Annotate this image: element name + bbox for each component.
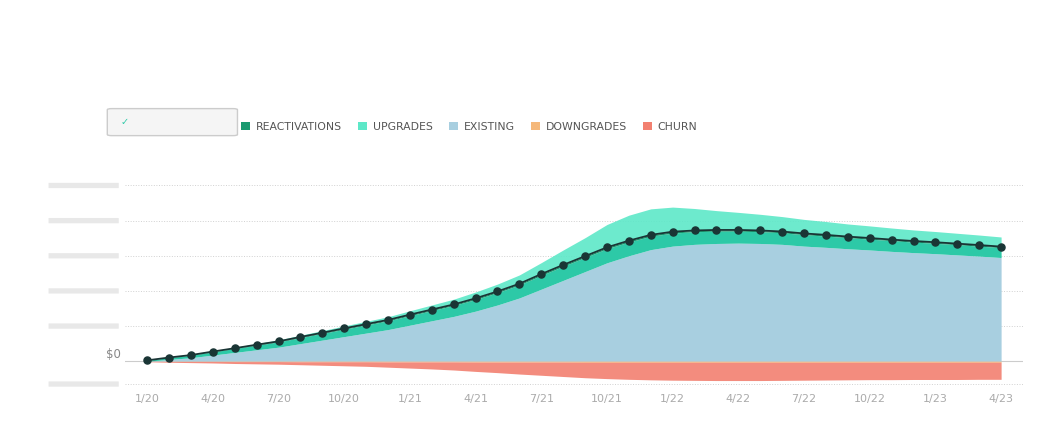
Point	[204, 348, 221, 355]
Text: 7/20: 7/20	[266, 394, 291, 404]
FancyBboxPatch shape	[49, 183, 118, 188]
FancyBboxPatch shape	[49, 253, 118, 258]
Text: 10/22: 10/22	[853, 394, 885, 404]
Point	[905, 237, 922, 244]
Text: 4/23: 4/23	[988, 394, 1013, 404]
Point	[402, 311, 418, 318]
Point	[971, 241, 987, 248]
Legend: MRR, NEW, REACTIVATIONS, UPGRADES, EXISTING, DOWNGRADES, CHURN: MRR, NEW, REACTIVATIONS, UPGRADES, EXIST…	[121, 117, 702, 136]
Text: 1/20: 1/20	[135, 394, 160, 404]
Point	[358, 321, 375, 328]
Point	[183, 351, 199, 359]
Point	[774, 228, 791, 235]
Text: 1/22: 1/22	[660, 394, 685, 404]
Point	[315, 329, 331, 336]
FancyBboxPatch shape	[49, 218, 118, 223]
Point	[336, 325, 353, 332]
Point	[489, 288, 506, 295]
Point	[139, 357, 156, 364]
FancyBboxPatch shape	[49, 381, 118, 387]
Text: 7/21: 7/21	[528, 394, 554, 404]
Point	[643, 231, 659, 239]
Point	[511, 280, 527, 287]
Text: 10/20: 10/20	[328, 394, 360, 404]
FancyBboxPatch shape	[49, 288, 118, 293]
Point	[577, 252, 594, 260]
Point	[927, 239, 944, 246]
FancyBboxPatch shape	[49, 323, 118, 329]
Text: 1/23: 1/23	[923, 394, 948, 404]
Point	[292, 334, 308, 341]
FancyBboxPatch shape	[107, 109, 238, 136]
Point	[818, 231, 835, 239]
Point	[621, 237, 637, 244]
Point	[532, 270, 549, 277]
Text: $0: $0	[106, 348, 120, 361]
Point	[270, 338, 286, 345]
Text: 10/21: 10/21	[591, 394, 623, 404]
Point	[686, 227, 703, 234]
Point	[380, 316, 397, 323]
Text: 4/20: 4/20	[200, 394, 225, 404]
Point	[730, 227, 746, 234]
Point	[992, 243, 1009, 250]
Text: 1/21: 1/21	[398, 394, 422, 404]
Point	[599, 244, 616, 251]
Point	[161, 354, 177, 361]
Point	[862, 235, 878, 242]
Point	[445, 301, 462, 308]
Point	[949, 240, 965, 247]
Point	[708, 227, 725, 234]
Point	[752, 227, 768, 234]
Point	[840, 233, 856, 240]
Point	[424, 306, 440, 313]
Point	[883, 236, 900, 243]
Point	[796, 230, 813, 237]
Point	[248, 341, 265, 348]
Text: ✓: ✓	[120, 117, 129, 127]
Text: 4/21: 4/21	[463, 394, 488, 404]
Point	[555, 261, 572, 268]
Text: 7/22: 7/22	[791, 394, 817, 404]
Text: 4/22: 4/22	[726, 394, 750, 404]
Point	[467, 295, 484, 302]
Point	[664, 228, 681, 235]
Point	[226, 345, 243, 352]
